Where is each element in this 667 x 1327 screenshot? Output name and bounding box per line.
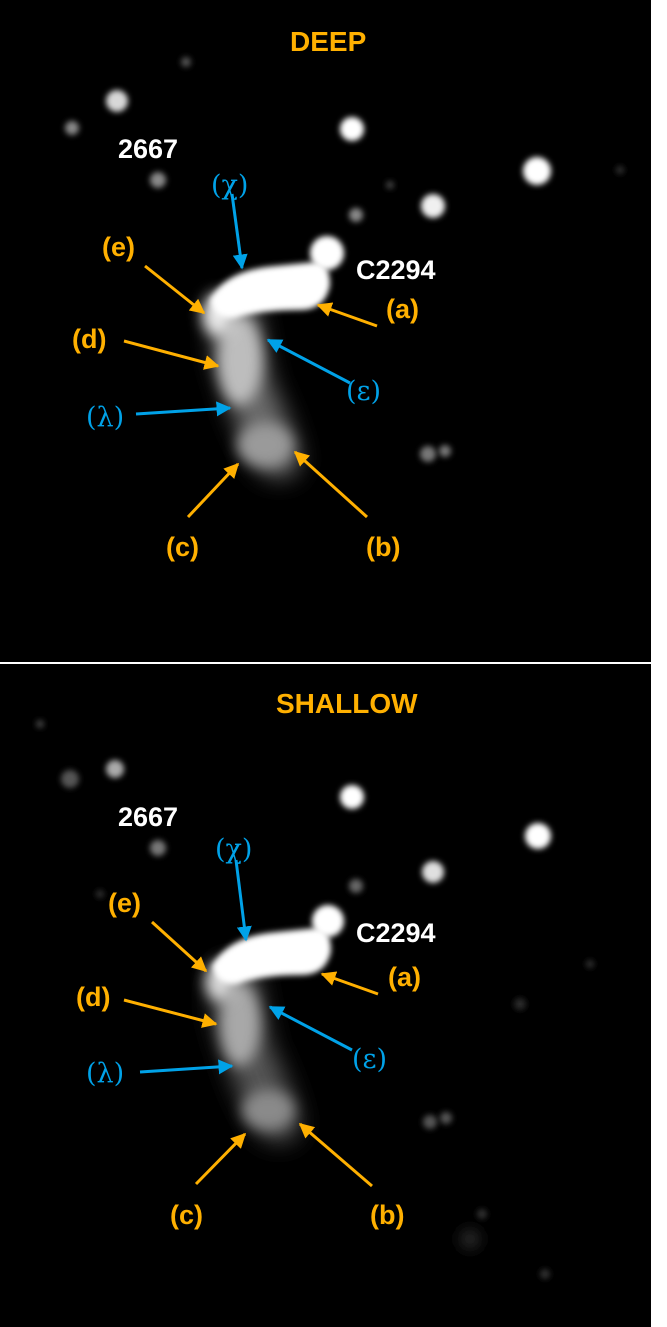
- panel-title: SHALLOW: [276, 688, 418, 719]
- label-e: (e): [108, 888, 141, 918]
- background-sources: [36, 720, 594, 1279]
- label-c: (c): [170, 1200, 203, 1230]
- label-epsilon: (ε): [352, 1044, 388, 1075]
- arrow-a: [320, 971, 379, 996]
- source-label-2667: 2667: [118, 134, 179, 164]
- label-lambda: (λ): [86, 1058, 125, 1089]
- label-a: (a): [386, 294, 419, 324]
- arrow-epsilon: [266, 338, 351, 385]
- source-label-c2294: C2294: [356, 255, 436, 285]
- arrow-d: [123, 998, 218, 1028]
- arrow-b: [293, 450, 369, 519]
- deep-radio-image: [0, 0, 651, 662]
- shallow-arrows: [123, 859, 379, 1188]
- arrow-c: [194, 1132, 247, 1186]
- arrow-chi: [230, 193, 248, 270]
- label-d: (d): [72, 324, 107, 354]
- label-chi: (χ): [211, 170, 249, 201]
- radio-galaxy-emission: [202, 236, 344, 478]
- arrow-e: [150, 920, 208, 973]
- label-d: (d): [76, 982, 111, 1012]
- arrow-epsilon: [268, 1005, 353, 1052]
- source-label-2667: 2667: [118, 802, 179, 832]
- source-label-c2294: C2294: [356, 918, 436, 948]
- label-lambda: (λ): [86, 402, 125, 433]
- label-c: (c): [166, 532, 199, 562]
- label-chi: (χ): [215, 834, 253, 865]
- panel-title: DEEP: [290, 26, 367, 57]
- arrow-lambda: [135, 401, 232, 417]
- shallow-radio-image: [0, 664, 651, 1327]
- label-b: (b): [370, 1200, 405, 1230]
- label-e: (e): [102, 232, 135, 262]
- label-epsilon: (ε): [346, 376, 382, 407]
- radio-galaxy-emission: [205, 905, 344, 1142]
- arrow-a: [316, 302, 378, 328]
- label-b: (b): [366, 532, 401, 562]
- deep-arrows: [123, 193, 378, 519]
- background-sources: [65, 57, 624, 462]
- arrow-e: [144, 264, 206, 315]
- deep-image-panel: DEEP 2667 C2294 (χ) (e) (a) (d) (ε) (λ) …: [0, 0, 651, 662]
- label-a: (a): [388, 962, 421, 992]
- shallow-image-panel: SHALLOW 2667 C2294 (χ) (e) (a) (d) (ε) (…: [0, 664, 651, 1327]
- arrow-b: [298, 1122, 373, 1188]
- arrow-lambda: [139, 1059, 234, 1075]
- arrow-d: [123, 339, 220, 370]
- arrow-c: [186, 462, 240, 519]
- arrow-chi: [234, 859, 252, 942]
